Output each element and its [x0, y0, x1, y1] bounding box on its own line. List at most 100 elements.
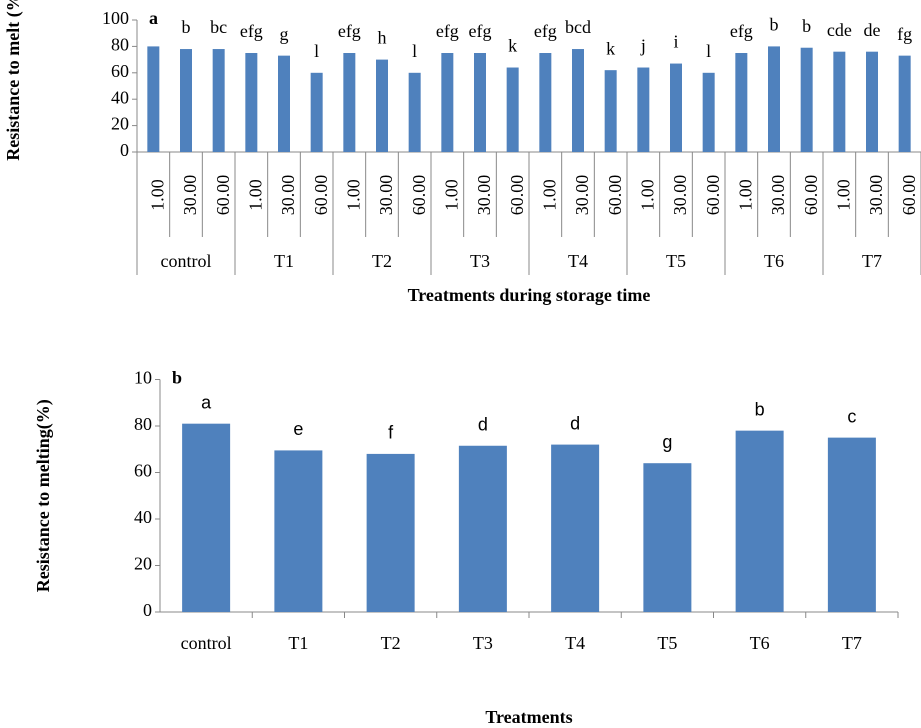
group-label: T4 — [568, 251, 588, 271]
x-tick-label: 30.00 — [572, 175, 592, 216]
x-tick-label: 30.00 — [278, 175, 298, 216]
x-tick-label: 60.00 — [801, 175, 821, 216]
bar — [572, 49, 584, 152]
data-label: e — [293, 419, 303, 439]
bar — [474, 53, 486, 152]
x-tick-label: 30.00 — [768, 175, 788, 216]
y-tick-label: 100 — [102, 8, 129, 28]
bar — [898, 55, 911, 152]
bar — [670, 63, 682, 153]
x-tick-label: 60.00 — [605, 175, 625, 216]
bar — [310, 72, 323, 152]
data-label: l — [314, 41, 319, 61]
y-axis-label: Resistance to melting(%) — [33, 399, 54, 592]
data-label: f — [388, 423, 394, 443]
bar — [182, 423, 231, 612]
bar — [643, 463, 692, 612]
x-tick-label: 60.00 — [703, 175, 723, 216]
bar — [702, 72, 715, 152]
data-label: k — [606, 38, 615, 58]
data-label: j — [640, 36, 646, 56]
x-tick-label: T4 — [565, 633, 585, 653]
bar — [274, 450, 323, 612]
x-tick-label: T5 — [657, 633, 677, 653]
x-tick-label: 30.00 — [474, 175, 494, 216]
group-label: T6 — [764, 251, 784, 271]
x-tick-label: 1.00 — [245, 179, 265, 211]
y-tick-label: 60 — [111, 61, 129, 81]
y-tick-label: 10 — [134, 368, 152, 388]
data-label: efg — [240, 21, 263, 41]
data-label: b — [755, 399, 765, 419]
bar — [827, 437, 876, 612]
group-label: T3 — [470, 251, 490, 271]
y-tick-label: 80 — [111, 35, 129, 55]
group-label: T2 — [372, 251, 392, 271]
y-tick-label: 40 — [111, 87, 129, 107]
y-tick-label: 0 — [120, 140, 129, 160]
bar — [833, 51, 846, 152]
data-label: b — [182, 17, 191, 37]
x-tick-label: 60.00 — [213, 175, 233, 216]
x-tick-label: 1.00 — [441, 179, 461, 211]
x-tick-label: T7 — [842, 633, 862, 653]
bar — [735, 53, 748, 152]
data-label: h — [378, 28, 387, 48]
bar — [212, 49, 225, 152]
data-label: efg — [436, 21, 459, 41]
group-label: T5 — [666, 251, 686, 271]
bar — [245, 53, 258, 152]
x-tick-label: T6 — [750, 633, 770, 653]
data-label: l — [706, 41, 711, 61]
group-label: T1 — [274, 251, 294, 271]
bar — [441, 53, 454, 152]
x-tick-label: 1.00 — [637, 179, 657, 211]
data-label: c — [847, 406, 856, 426]
panel-label: b — [172, 368, 182, 388]
data-label: k — [508, 36, 517, 56]
x-tick-label: 30.00 — [180, 175, 200, 216]
data-label: cde — [827, 20, 852, 40]
x-tick-label: 1.00 — [735, 179, 755, 211]
y-tick-label: 0 — [143, 600, 152, 620]
bar — [376, 59, 388, 152]
bar — [147, 46, 160, 152]
bar — [604, 70, 617, 152]
x-tick-label: 1.00 — [833, 179, 853, 211]
y-tick-label: 60 — [134, 461, 152, 481]
bar — [458, 445, 507, 612]
x-tick-label: T2 — [381, 633, 401, 653]
bar — [866, 51, 878, 152]
data-label: b — [802, 16, 811, 36]
data-label: l — [412, 41, 417, 61]
bar — [343, 53, 356, 152]
y-tick-label: 80 — [134, 414, 152, 434]
bar — [278, 55, 290, 152]
bar — [637, 67, 650, 152]
data-label: bcd — [565, 17, 591, 37]
data-label: efg — [730, 21, 753, 41]
bar — [366, 453, 415, 612]
data-label: efg — [534, 21, 557, 41]
data-label: g — [280, 24, 289, 44]
x-tick-label: 60.00 — [311, 175, 331, 216]
y-axis-label: Resistance to melt (%) — [3, 0, 24, 161]
bar — [735, 430, 784, 612]
data-label: d — [478, 415, 488, 435]
data-label: fg — [897, 24, 912, 44]
bar — [539, 53, 552, 152]
bar — [551, 444, 600, 612]
data-label: a — [201, 392, 212, 412]
x-tick-label: T3 — [473, 633, 493, 653]
data-label: d — [570, 413, 580, 433]
x-tick-label: 30.00 — [866, 175, 886, 216]
panel-label: a — [149, 8, 158, 28]
x-tick-label: control — [181, 633, 232, 653]
data-label: bc — [210, 17, 227, 37]
x-axis-label: Treatments during storage time — [408, 285, 651, 305]
x-tick-label: 60.00 — [409, 175, 429, 216]
y-tick-label: 20 — [111, 114, 129, 134]
group-label: T7 — [862, 251, 882, 271]
bar — [768, 46, 780, 152]
